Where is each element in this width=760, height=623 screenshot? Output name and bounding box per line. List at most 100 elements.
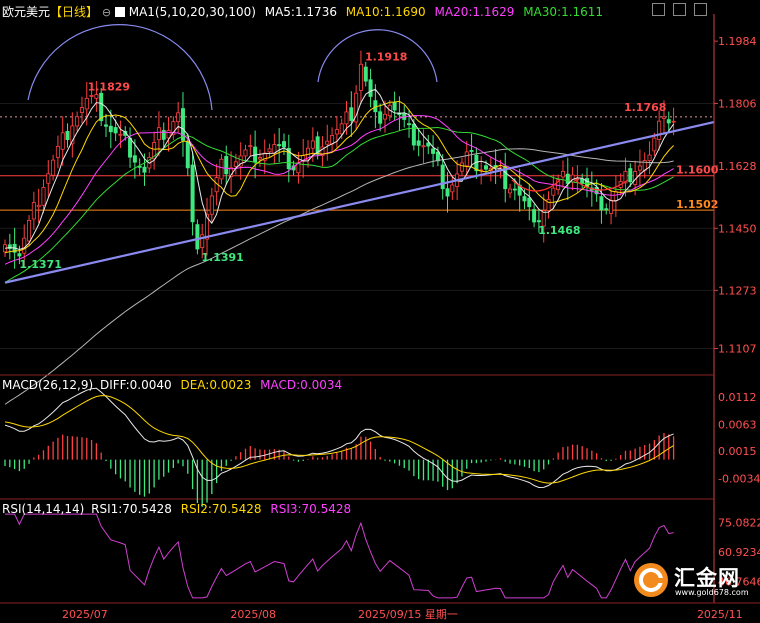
candle-body (200, 234, 205, 248)
candle-body (440, 164, 445, 190)
candle-body (113, 127, 118, 134)
candle-body (99, 92, 104, 122)
candle-body (190, 164, 195, 223)
candle-body (286, 147, 291, 170)
candle-body (272, 144, 277, 154)
candle-body (36, 204, 41, 208)
candle-body (51, 159, 56, 176)
candle-body (118, 133, 123, 136)
rsi-tick-label: 46.7646 (718, 576, 760, 589)
macd-dea-value: DEA:0.0023 (180, 378, 252, 392)
low-annotation-1137: 1.1371 (19, 258, 61, 271)
candle-body (604, 208, 609, 211)
ma-name[interactable]: MA1(5,10,20,30,100) (128, 5, 256, 19)
macd-tick-label: 0.0063 (718, 418, 757, 431)
candle-body (575, 178, 580, 181)
candle-body (205, 213, 210, 240)
expand-window-icon[interactable] (673, 3, 686, 16)
candle-body (628, 168, 633, 183)
candle-body (277, 144, 282, 147)
rsi-tick-label: 60.9234 (718, 546, 760, 559)
ma10-line (4, 100, 674, 254)
left-top-arc (27, 24, 213, 111)
candle-body (128, 137, 133, 158)
candle-body (185, 141, 190, 169)
candle-body (517, 184, 522, 196)
high-annotation-1183: 1.1829 (88, 80, 130, 93)
rsi-tick-label: 75.0822 (718, 516, 760, 529)
candle-body (445, 188, 450, 197)
candle-body (647, 154, 652, 161)
candle-body (209, 195, 214, 215)
macd-title[interactable]: MACD(26,12,9) (2, 378, 94, 392)
price-tick-label: 1.1107 (718, 343, 757, 356)
candle-body (22, 237, 27, 254)
ma10-value: MA10:1.1690 (345, 5, 426, 19)
candle-body (171, 121, 176, 136)
candle-body (469, 150, 474, 152)
rsi-header: RSI(14,14,14) RSI1:70.5428 RSI2:70.5428 … (2, 502, 351, 516)
low-annotation-1139: 1.1391 (201, 251, 243, 264)
candle-body (70, 125, 75, 145)
candle-body (238, 155, 243, 167)
period-label[interactable]: 【日线】 (50, 5, 99, 19)
candle-body (431, 148, 436, 154)
rsi1-value: RSI1:70.5428 (91, 502, 172, 516)
macd-tick-label: -0.0034 (718, 473, 760, 486)
ma-indicator-icon[interactable] (114, 7, 125, 17)
candle-body (551, 187, 556, 196)
rsi-line (5, 513, 674, 599)
ma20-value: MA20:1.1629 (434, 5, 515, 19)
candle-body (7, 244, 12, 249)
pattern-arcs (27, 24, 629, 192)
rsi3-value: RSI3:70.5428 (270, 502, 352, 516)
candle-body (368, 79, 373, 97)
candle-body (132, 155, 137, 163)
candle-body (613, 191, 618, 201)
candle-body (156, 127, 161, 141)
restore-window-icon[interactable] (652, 3, 665, 16)
candle-body (166, 130, 171, 139)
macd-diff-value: DIFF:0.0040 (99, 378, 172, 392)
candle-body (464, 151, 469, 167)
rsi-title[interactable]: RSI(14,14,14) (2, 502, 85, 516)
symbol-name[interactable]: 欧元美元 (2, 5, 51, 19)
candle-body (522, 196, 527, 202)
crosshair-date-label: 2025/09/15 星期一 (358, 608, 458, 621)
candlestick-series (3, 50, 676, 269)
candle-body (378, 111, 383, 124)
chart-header: 欧元美元【日线】 ⊖ MA1(5,10,20,30,100) MA5:1.173… (2, 3, 603, 20)
candle-body (508, 188, 513, 194)
candle-body (55, 146, 60, 158)
candle-body (79, 107, 84, 113)
level-label-1150: 1.1502 (676, 198, 718, 211)
ma100-line (4, 148, 674, 405)
candle-body (671, 120, 676, 123)
candle-body (94, 94, 99, 99)
ma20-line (4, 115, 674, 265)
candle-body (243, 149, 248, 157)
price-tick-label: 1.1273 (718, 284, 757, 297)
candle-body (411, 123, 416, 146)
crosshair-date-bg (357, 606, 457, 621)
candle-body (233, 161, 238, 167)
macd-macd-value: MACD:0.0034 (260, 378, 343, 392)
candle-body (657, 120, 662, 140)
candle-body (363, 66, 368, 82)
level-label-1160: 1.1600 (676, 164, 719, 177)
candle-body (546, 198, 551, 211)
macd-dea-line (4, 395, 674, 484)
candle-body (565, 173, 570, 184)
close-window-icon[interactable] (694, 3, 707, 16)
candle-body (358, 63, 363, 91)
candle-body (661, 116, 666, 119)
candle-body (320, 146, 325, 157)
macd-diff-line (4, 387, 674, 489)
macd-tick-label: 0.0015 (718, 445, 757, 458)
candle-body (108, 125, 113, 133)
candle-body (599, 196, 604, 211)
settings-icon[interactable]: ⊖ (101, 6, 112, 19)
price-tick-label: 1.1628 (718, 160, 757, 173)
high-annotation-1192: 1.1918 (365, 50, 407, 63)
